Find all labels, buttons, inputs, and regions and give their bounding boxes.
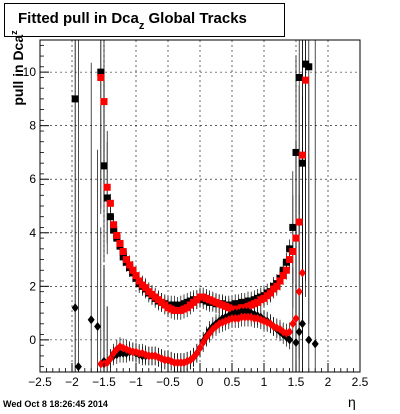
black-square-point [305, 63, 313, 71]
axis-ticks [39, 44, 361, 372]
data-markers [71, 60, 319, 372]
red-diamond-point [295, 287, 303, 297]
title-rest: Global Tracks [144, 10, 247, 27]
y-axis-label: pull in Dcaz [9, 8, 26, 128]
title-subscript: z [138, 20, 145, 32]
red-square-point [97, 73, 105, 81]
red-square-point [298, 151, 306, 159]
black-diamond-point [311, 339, 319, 349]
x-tick-label: 2 [325, 375, 332, 389]
black-diamond-point [292, 338, 300, 348]
red-diamond-point [199, 338, 207, 348]
red-square-point [113, 231, 121, 239]
red-diamond-point [193, 348, 201, 358]
red-diamond-point [196, 343, 204, 353]
y-tick-label: 2 [29, 279, 36, 293]
red-square-point [116, 239, 124, 247]
x-axis-label: η [348, 394, 356, 410]
red-square-point [292, 234, 300, 242]
black-diamond-point [94, 321, 102, 331]
x-tick-label: −1.5 [92, 375, 116, 389]
black-diamond-point [305, 335, 313, 345]
black-diamond-point [286, 335, 294, 345]
red-square-point [142, 284, 150, 292]
red-square-point [302, 76, 310, 84]
red-square-point [266, 289, 274, 297]
red-diamond-point [289, 319, 297, 329]
y-tick-label: 8 [29, 119, 36, 133]
chart-title: Fitted pull in Dcaz Global Tracks [4, 3, 285, 37]
black-diamond-point [87, 315, 95, 325]
y-tick-label: 10 [23, 65, 37, 79]
ylabel-subscript: z [9, 30, 19, 35]
red-diamond-point [298, 268, 306, 278]
red-square-point [273, 282, 281, 290]
ylabel-main: pull in Dca [10, 34, 26, 106]
x-tick-label: −2.5 [28, 375, 52, 389]
y-tick-label: 0 [29, 333, 36, 347]
black-square-point [97, 68, 105, 76]
red-square-point [276, 277, 284, 285]
title-main: Fitted pull in Dca [18, 10, 139, 27]
x-tick-label: −1 [129, 375, 143, 389]
black-square-point [106, 213, 114, 221]
red-square-point [100, 98, 108, 106]
black-diamond-point [71, 303, 79, 313]
x-tick-label: 1.5 [288, 375, 305, 389]
red-square-point [282, 266, 290, 274]
x-tick-label: −2 [65, 375, 79, 389]
red-square-point [135, 277, 143, 285]
black-diamond-point [298, 319, 306, 329]
red-square-point [286, 256, 294, 264]
tick-labels: −2.5 −2 −1.5 −1 −0.5 0 0.5 1 1.5 2 2.5 0 2 4 6 8 10 [23, 65, 369, 389]
x-tick-label: −0.5 [156, 375, 180, 389]
black-square-point [110, 226, 118, 234]
y-tick-label: 4 [29, 226, 36, 240]
red-square-point [110, 221, 118, 229]
black-square-point [103, 194, 111, 202]
red-square-point [106, 199, 114, 207]
red-square-point [129, 266, 137, 274]
red-square-point [295, 218, 303, 226]
black-diamond-point [74, 362, 82, 372]
timestamp: Wed Oct 8 18:26:45 2014 [3, 399, 108, 409]
red-diamond-point [106, 354, 114, 364]
red-diamond-point [286, 327, 294, 337]
red-square-point [289, 248, 297, 256]
x-tick-label: 2.5 [352, 375, 369, 389]
black-diamond-point [295, 327, 303, 337]
black-square-point [100, 162, 108, 170]
black-square-point [289, 223, 297, 231]
x-tick-label: 0 [197, 375, 204, 389]
grid-lines [40, 40, 360, 372]
red-square-point [132, 272, 140, 280]
red-square-point [122, 256, 130, 264]
red-square-point [103, 183, 111, 191]
x-tick-label: 1 [261, 375, 268, 389]
red-square-point [279, 272, 287, 280]
black-square-point [298, 159, 306, 167]
black-square-point [71, 95, 79, 103]
x-tick-label: 0.5 [224, 375, 241, 389]
black-square-point [295, 73, 303, 81]
red-square-point [126, 261, 134, 269]
red-diamond-point [292, 313, 300, 323]
red-square-point [119, 248, 127, 256]
y-tick-label: 6 [29, 172, 36, 186]
black-square-point [292, 148, 300, 156]
